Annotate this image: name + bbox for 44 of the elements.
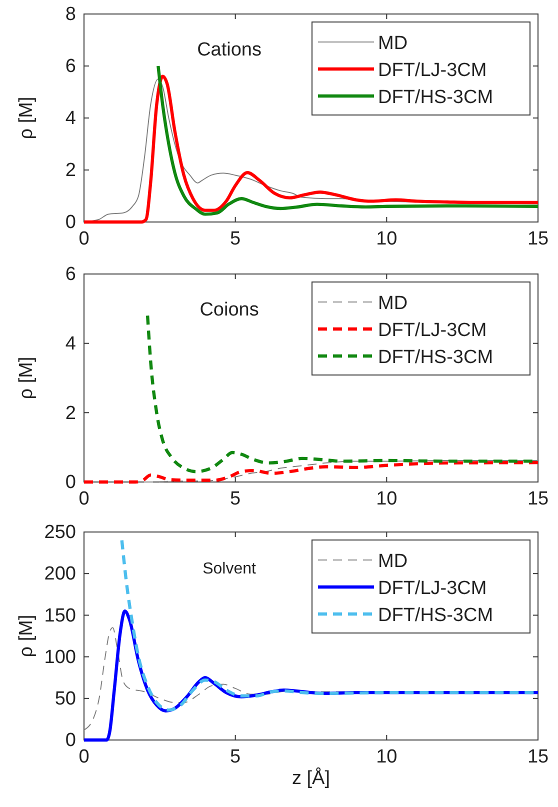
x-tick-label: 0 — [78, 228, 90, 250]
legend-label: MD — [378, 33, 408, 54]
annotation: Solvent — [202, 560, 257, 578]
legend-label: DFT/LJ-3CM — [378, 60, 487, 81]
y-tick-label: 6 — [65, 56, 76, 78]
x-tick-label: 10 — [376, 488, 398, 510]
x-tick-label: 10 — [376, 746, 398, 768]
y-tick-label: 0 — [65, 472, 76, 494]
legend-label: DFT/LJ-3CM — [378, 320, 487, 341]
y-axis-title: ρ [M] — [16, 96, 37, 140]
y-tick-label: 0 — [65, 212, 76, 234]
y-axis-title: ρ [M] — [16, 356, 37, 400]
legend-label: MD — [378, 551, 408, 572]
legend-label: DFT/HS-3CM — [378, 605, 494, 626]
x-tick-label: 5 — [230, 746, 241, 768]
legend-label: MD — [378, 293, 408, 314]
x-tick-label: 15 — [527, 488, 549, 510]
y-tick-label: 0 — [65, 730, 76, 752]
y-tick-label: 100 — [44, 646, 76, 668]
legend-label: DFT/HS-3CM — [378, 347, 494, 368]
x-tick-label: 5 — [230, 488, 241, 510]
line-series — [156, 64, 540, 216]
annotation: Cations — [197, 40, 262, 61]
y-axis-title: ρ [M] — [16, 614, 37, 658]
legend-label: DFT/HS-3CM — [378, 87, 494, 108]
y-tick-label: 6 — [65, 264, 76, 286]
x-tick-label: 15 — [527, 746, 549, 768]
y-tick-label: 2 — [65, 160, 76, 182]
y-tick-label: 250 — [44, 522, 76, 544]
y-tick-label: 150 — [44, 605, 76, 626]
x-tick-label: 0 — [78, 746, 90, 768]
y-tick-label: 200 — [44, 564, 76, 585]
x-tick-label: 0 — [78, 488, 90, 510]
x-tick-label: 5 — [230, 228, 241, 250]
y-tick-label: 8 — [65, 4, 76, 26]
y-tick-label: 2 — [65, 402, 76, 424]
legend-label: DFT/LJ-3CM — [378, 578, 487, 599]
y-tick-label: 4 — [65, 333, 76, 354]
x-tick-label: 10 — [376, 228, 398, 250]
y-tick-label: 4 — [65, 108, 76, 130]
x-axis-title: z [Å] — [292, 767, 330, 789]
y-tick-label: 50 — [54, 688, 76, 710]
x-tick-label: 15 — [527, 228, 549, 250]
annotation: Coions — [200, 300, 259, 321]
